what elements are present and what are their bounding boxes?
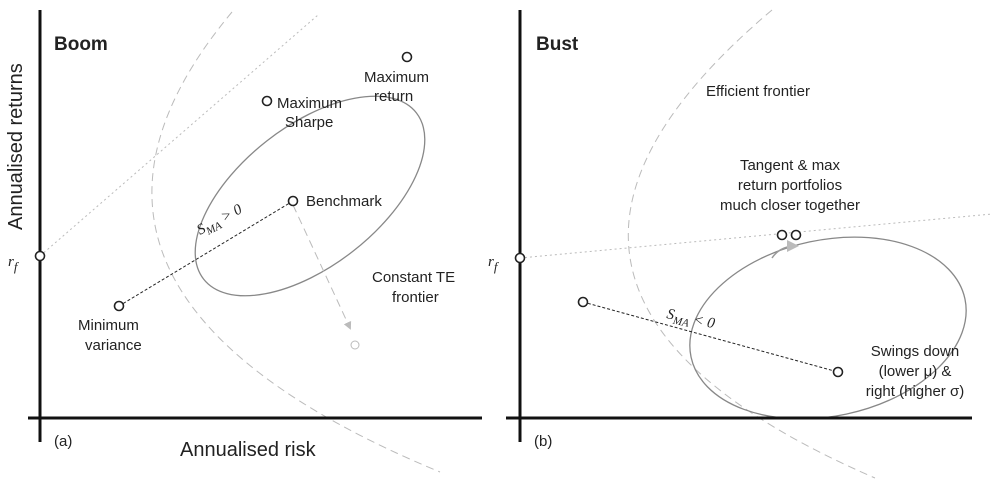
x-axis-label: Annualised risk [180, 439, 317, 461]
label: Constant TE frontier [372, 269, 455, 306]
frontier-curve [151, 11, 441, 473]
shift-arrow [771, 240, 799, 259]
label: Maximum Sharpe [277, 95, 342, 131]
rf-label: rf [488, 254, 500, 274]
panel-tag: (a) [54, 433, 72, 450]
label: Swings down (lower μ) & right (higher σ) [866, 343, 964, 400]
point [287, 195, 299, 207]
panel-b: Bust Efficient frontier Tangent & max ret… [488, 9, 993, 479]
label: Benchmark [306, 193, 382, 210]
tangent-line [519, 213, 993, 259]
point [832, 366, 844, 378]
point [577, 296, 589, 308]
label: Minimum variance [78, 317, 142, 354]
point [776, 229, 788, 241]
point [113, 300, 125, 312]
y-axis-label: Annualised returns [5, 63, 27, 230]
te-ellipse [194, 95, 426, 297]
point [514, 252, 526, 264]
shift-arrow [292, 204, 352, 330]
sma-label: SMA < 0 [665, 306, 717, 335]
sma-line [118, 200, 294, 307]
te-ellipse [689, 236, 967, 420]
panel-title: Bust [536, 34, 579, 55]
shifted-point [350, 340, 360, 350]
panel-tag: (b) [534, 433, 552, 450]
point [34, 250, 46, 262]
rf-label: rf [8, 254, 20, 274]
panel-title: Boom [54, 34, 108, 55]
tangent-line [39, 14, 319, 257]
point [261, 95, 273, 107]
panel-a: Boom Maximum return Maximum Sharpe Benchma… [5, 10, 482, 473]
point [401, 51, 413, 63]
sma-line [582, 301, 839, 373]
label: Maximum return [364, 69, 429, 105]
label: Efficient frontier [706, 83, 810, 100]
frontier-curve [627, 9, 876, 479]
point [790, 229, 802, 241]
label: Tangent & max return portfolios much close… [720, 157, 860, 214]
